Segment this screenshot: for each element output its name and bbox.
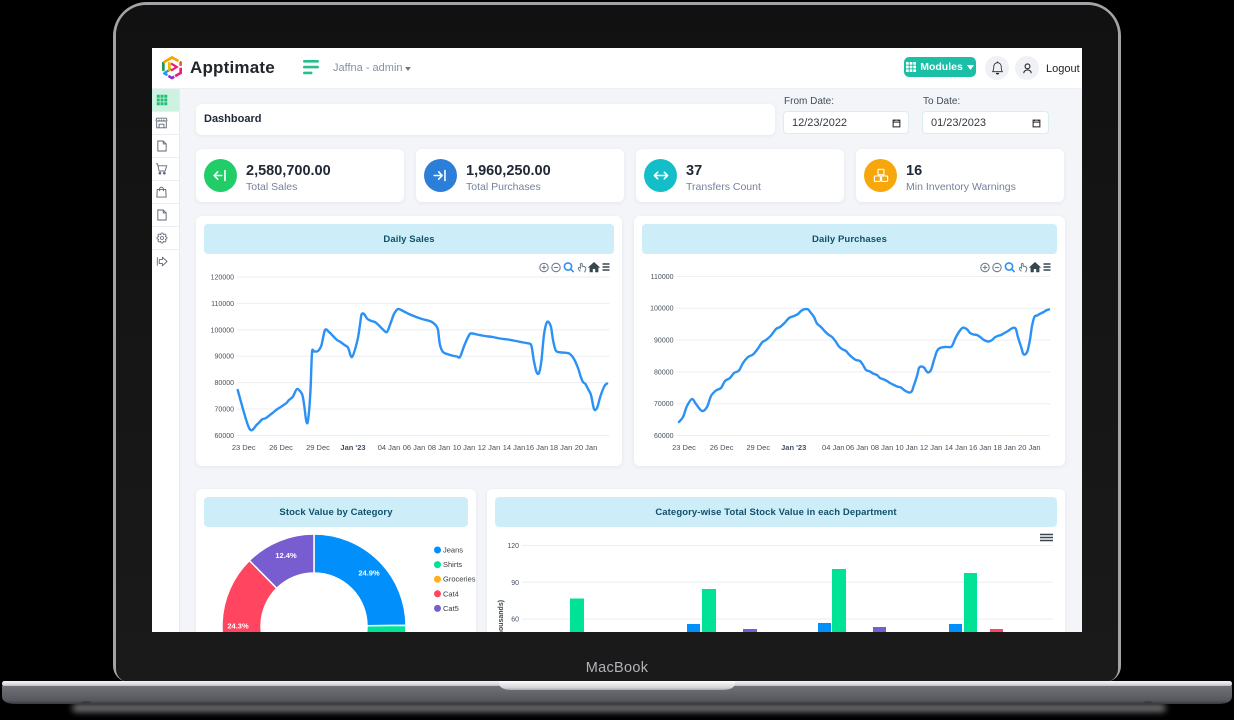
svg-text:20 Jan: 20 Jan bbox=[575, 443, 598, 452]
svg-text:04 Jan: 04 Jan bbox=[378, 443, 401, 452]
svg-text:18 Jan: 18 Jan bbox=[550, 443, 573, 452]
svg-text:120: 120 bbox=[507, 543, 519, 550]
svg-text:60000: 60000 bbox=[654, 433, 674, 440]
svg-text:10 Jan: 10 Jan bbox=[453, 443, 476, 452]
svg-text:60000: 60000 bbox=[215, 433, 235, 440]
svg-text:Jan '23: Jan '23 bbox=[781, 443, 806, 452]
svg-text:08 Jan: 08 Jan bbox=[428, 443, 451, 452]
svg-text:90: 90 bbox=[511, 580, 519, 587]
svg-text:110000: 110000 bbox=[211, 301, 234, 308]
svg-text:14 Jan: 14 Jan bbox=[503, 443, 526, 452]
svg-text:70000: 70000 bbox=[215, 407, 235, 414]
svg-text:(thousands): (thousands) bbox=[498, 600, 505, 632]
svg-text:26 Dec: 26 Dec bbox=[710, 443, 734, 452]
svg-text:24.3%: 24.3% bbox=[227, 622, 249, 631]
svg-text:80000: 80000 bbox=[215, 380, 235, 387]
svg-text:Jan '23: Jan '23 bbox=[340, 443, 365, 452]
svg-text:12 Jan: 12 Jan bbox=[920, 443, 943, 452]
svg-text:04 Jan: 04 Jan bbox=[822, 443, 845, 452]
svg-text:06 Jan: 06 Jan bbox=[846, 443, 869, 452]
svg-text:110000: 110000 bbox=[651, 274, 674, 281]
svg-text:23 Dec: 23 Dec bbox=[672, 443, 696, 452]
svg-text:100000: 100000 bbox=[650, 306, 673, 313]
svg-text:20 Jan: 20 Jan bbox=[1018, 443, 1041, 452]
svg-text:18 Jan: 18 Jan bbox=[993, 443, 1016, 452]
svg-text:16 Jan: 16 Jan bbox=[969, 443, 992, 452]
svg-text:14 Jan: 14 Jan bbox=[945, 443, 968, 452]
svg-text:120000: 120000 bbox=[211, 275, 234, 282]
svg-text:90000: 90000 bbox=[654, 338, 674, 345]
svg-text:16 Jan: 16 Jan bbox=[526, 443, 549, 452]
svg-text:90000: 90000 bbox=[215, 354, 235, 361]
svg-text:08 Jan: 08 Jan bbox=[871, 443, 894, 452]
svg-text:100000: 100000 bbox=[211, 327, 234, 334]
svg-text:Shirts: Shirts bbox=[443, 560, 462, 569]
svg-text:29 Dec: 29 Dec bbox=[306, 443, 330, 452]
svg-text:06 Jan: 06 Jan bbox=[403, 443, 426, 452]
svg-text:29 Dec: 29 Dec bbox=[746, 443, 770, 452]
svg-text:Cat5: Cat5 bbox=[443, 604, 459, 613]
svg-text:80000: 80000 bbox=[654, 369, 674, 376]
svg-text:60: 60 bbox=[511, 617, 519, 624]
svg-text:10 Jan: 10 Jan bbox=[895, 443, 918, 452]
svg-text:12.4%: 12.4% bbox=[275, 551, 297, 560]
svg-text:26 Dec: 26 Dec bbox=[269, 443, 293, 452]
svg-text:12 Jan: 12 Jan bbox=[478, 443, 501, 452]
svg-text:70000: 70000 bbox=[654, 401, 674, 408]
svg-text:Jeans: Jeans bbox=[443, 546, 463, 555]
svg-text:24.9%: 24.9% bbox=[358, 569, 380, 578]
svg-text:Cat4: Cat4 bbox=[443, 589, 459, 598]
svg-text:Groceries: Groceries bbox=[443, 575, 476, 584]
svg-text:23 Dec: 23 Dec bbox=[232, 443, 256, 452]
